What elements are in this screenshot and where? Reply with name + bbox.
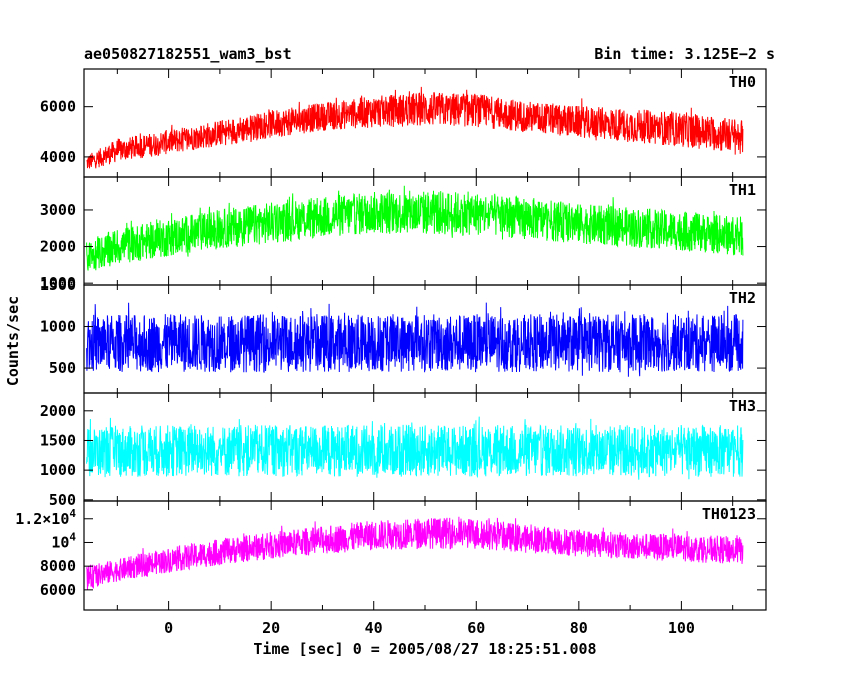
chart-title: ae050827182551_wam3_bst	[84, 45, 292, 63]
panel-th1: 1000 2000 3000 TH1	[40, 176, 767, 292]
panel-label: TH2	[729, 289, 756, 307]
series-line-th2	[86, 302, 744, 377]
y-tick-label: 4000	[40, 148, 76, 166]
y-tick-label: 8000	[40, 557, 76, 575]
y-tick-label: 1000	[40, 461, 76, 479]
x-tick-label: 0	[164, 619, 173, 637]
y-tick-exponent: 4	[69, 507, 76, 520]
panel-label: TH0123	[702, 505, 756, 523]
series-line-th1	[86, 185, 744, 271]
panel-label: TH1	[729, 181, 756, 199]
x-tick-label: 100	[668, 619, 695, 637]
y-tick-label: 6000	[40, 581, 76, 599]
series-line-th3	[86, 416, 744, 480]
y-tick-label: 500	[49, 491, 76, 509]
x-tick-labels: 0 20 40 60 80 100	[164, 619, 695, 637]
x-tick-label: 60	[467, 619, 485, 637]
panel-th3: 500 1000 1500 2000 TH3	[40, 392, 767, 509]
y-tick-label: 3000	[40, 201, 76, 219]
panels-group: 40006000TH0100020003000TH150010001500TH2…	[15, 68, 767, 611]
y-axis-label: Counts/sec	[4, 296, 22, 386]
y-tick-label: 104	[51, 530, 76, 551]
panel-label: TH0	[729, 73, 756, 91]
y-tick-label: 6000	[40, 98, 76, 116]
y-tick-label: 1500	[40, 431, 76, 449]
y-tick-label: 1000	[40, 318, 76, 336]
y-tick-label: 2000	[40, 238, 76, 256]
y-tick-label: 1000	[40, 274, 76, 292]
x-tick-label: 40	[365, 619, 383, 637]
panel-th0: 4000 6000 TH0	[40, 68, 767, 178]
x-tick-label: 20	[262, 619, 280, 637]
y-tick-label: 500	[49, 359, 76, 377]
panel-label: TH3	[729, 397, 756, 415]
y-tick-label: 1.2×104	[15, 507, 76, 528]
y-tick-label: 2000	[40, 402, 76, 420]
y-tick-exponent: 4	[69, 530, 76, 543]
x-axis-label: Time [sec] 0 = 2005/08/27 18:25:51.008	[253, 640, 596, 658]
series-line-th0	[86, 86, 744, 169]
x-tick-label: 80	[570, 619, 588, 637]
y-tick-label: 1500	[40, 276, 76, 294]
bin-time-label: Bin time: 3.125E−2 s	[594, 45, 775, 63]
series-line-th0123	[86, 516, 744, 591]
